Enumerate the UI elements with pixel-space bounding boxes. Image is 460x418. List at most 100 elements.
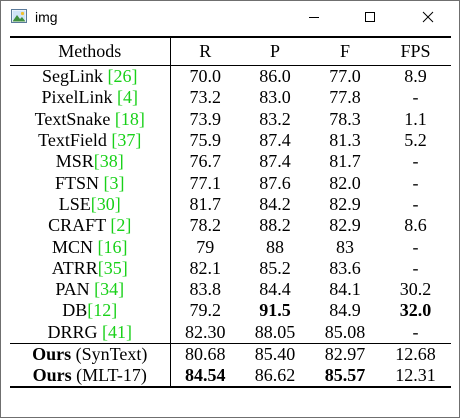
recall-cell: 79 bbox=[196, 236, 215, 257]
table-row: PixelLink [4] 73.2 83.0 77.8 - bbox=[10, 87, 451, 109]
citation: [38] bbox=[93, 151, 124, 172]
fps-cell: - bbox=[412, 87, 419, 108]
method-name: SegLink bbox=[42, 66, 108, 87]
method-name: FTSN bbox=[54, 172, 104, 193]
ours-row: Ours (MLT-17) 84.54 86.62 85.57 12.31 bbox=[10, 365, 451, 389]
maximize-button[interactable] bbox=[347, 1, 393, 33]
method-cell: PixelLink [4] bbox=[10, 87, 171, 109]
method-name: LSE bbox=[58, 193, 91, 214]
method-cell: MSR[38] bbox=[10, 151, 171, 173]
ours-label: Ours bbox=[32, 365, 72, 386]
ours-variant: (SynText) bbox=[71, 344, 148, 364]
method-name: DB bbox=[62, 300, 88, 321]
recall-cell: 82.30 bbox=[185, 321, 226, 342]
citation: [26] bbox=[107, 66, 138, 87]
fps-cell: - bbox=[412, 236, 419, 257]
method-cell: DRRG [41] bbox=[10, 321, 171, 344]
f-score-cell: 82.97 bbox=[310, 342, 380, 366]
f-score-cell: 85.08 bbox=[324, 321, 366, 342]
f-score-cell: 82.9 bbox=[329, 193, 361, 214]
table-row: TextField [37] 75.9 87.4 81.3 5.2 bbox=[10, 129, 451, 152]
f-score-cell: 78.3 bbox=[329, 108, 361, 129]
image-content: Methods R P F FPS SegLink [26] 70.0 86.0… bbox=[10, 36, 451, 410]
ours-variant: (MLT-17) bbox=[71, 365, 147, 386]
precision-cell: 83.2 bbox=[259, 108, 291, 129]
citation: [30] bbox=[90, 193, 121, 214]
recall-cell: 79.2 bbox=[189, 300, 222, 321]
maximize-icon bbox=[365, 12, 375, 22]
precision-cell: 87.6 bbox=[259, 172, 291, 193]
fps-cell: - bbox=[412, 257, 419, 278]
method-cell: Ours (SynText) bbox=[10, 342, 171, 366]
recall-cell: 81.7 bbox=[189, 193, 222, 214]
table-row: DB[12] 79.2 91.5 84.9 32.0 bbox=[10, 300, 451, 322]
recall-cell: 80.68 bbox=[170, 342, 240, 366]
table-row: MSR[38] 76.7 87.4 81.7 - bbox=[10, 151, 451, 173]
f-score-cell: 83 bbox=[336, 236, 354, 257]
header-methods: Methods bbox=[10, 36, 171, 66]
precision-cell: 86.0 bbox=[259, 66, 291, 87]
table-row: ATRR[35] 82.1 85.2 83.6 - bbox=[10, 257, 451, 279]
f-score-cell: 84.9 bbox=[329, 300, 361, 321]
f-score-cell-best: 85.57 bbox=[310, 365, 380, 389]
precision-cell: 88.05 bbox=[254, 321, 296, 342]
ours-row: Ours (SynText) 80.68 85.40 82.97 12.68 bbox=[10, 342, 451, 366]
precision-cell: 87.4 bbox=[259, 130, 291, 151]
recall-cell: 73.9 bbox=[189, 108, 222, 129]
citation: [34] bbox=[94, 279, 125, 300]
window-title: img bbox=[35, 9, 58, 25]
method-name: DRRG bbox=[47, 321, 102, 342]
recall-cell: 83.8 bbox=[189, 279, 222, 300]
precision-cell: 87.4 bbox=[259, 151, 291, 172]
method-cell: TextField [37] bbox=[10, 129, 171, 152]
minimize-icon bbox=[309, 17, 319, 18]
fps-cell: 30.2 bbox=[399, 279, 432, 300]
precision-cell: 86.62 bbox=[240, 365, 310, 389]
method-name: MCN bbox=[51, 236, 98, 257]
method-cell: TextSnake [18] bbox=[10, 108, 171, 130]
recall-cell-best: 84.54 bbox=[170, 365, 240, 389]
method-cell: FTSN [3] bbox=[10, 172, 171, 194]
precision-cell: 85.2 bbox=[259, 257, 291, 278]
fps-cell: - bbox=[412, 172, 419, 193]
method-cell: LSE[30] bbox=[10, 193, 171, 216]
table-row: MCN [16] 79 88 83 - bbox=[10, 236, 451, 258]
precision-cell: 85.40 bbox=[240, 342, 310, 366]
f-score-cell: 83.6 bbox=[329, 257, 361, 278]
title-bar[interactable]: img bbox=[1, 1, 459, 33]
recall-cell: 76.7 bbox=[189, 151, 222, 172]
method-cell: SegLink [26] bbox=[10, 65, 171, 88]
header-row: Methods R P F FPS bbox=[10, 36, 451, 66]
header-fps: FPS bbox=[380, 36, 451, 66]
table-row: LSE[30] 81.7 84.2 82.9 - bbox=[10, 193, 451, 216]
method-cell: Ours (MLT-17) bbox=[10, 365, 171, 389]
image-icon bbox=[11, 9, 27, 23]
recall-cell: 75.9 bbox=[189, 130, 222, 151]
method-cell: ATRR[35] bbox=[10, 257, 171, 279]
minimize-button[interactable] bbox=[291, 1, 337, 33]
precision-cell-best: 91.5 bbox=[259, 300, 291, 321]
citation: [2] bbox=[110, 215, 132, 236]
recall-cell: 77.1 bbox=[189, 172, 222, 193]
precision-cell: 88.2 bbox=[259, 215, 291, 236]
recall-cell: 73.2 bbox=[189, 87, 222, 108]
method-name: PixelLink bbox=[41, 87, 117, 108]
table-row: DRRG [41] 82.30 88.05 85.08 - bbox=[10, 321, 451, 344]
fps-cell-best: 32.0 bbox=[399, 300, 432, 321]
recall-cell: 82.1 bbox=[189, 257, 222, 278]
f-score-cell: 81.3 bbox=[329, 130, 361, 151]
f-score-cell: 77.0 bbox=[329, 66, 361, 87]
citation: [4] bbox=[117, 87, 138, 108]
fps-cell: 8.6 bbox=[404, 215, 427, 236]
citation: [41] bbox=[102, 321, 132, 342]
close-button[interactable] bbox=[405, 1, 451, 33]
header-f: F bbox=[310, 36, 380, 66]
citation: [35] bbox=[97, 257, 128, 278]
header-p: P bbox=[240, 36, 310, 66]
fps-cell: 5.2 bbox=[404, 130, 427, 151]
citation: [3] bbox=[103, 172, 125, 193]
fps-cell: 8.9 bbox=[404, 66, 427, 87]
fps-cell: - bbox=[412, 193, 419, 214]
method-cell: MCN [16] bbox=[10, 236, 171, 258]
